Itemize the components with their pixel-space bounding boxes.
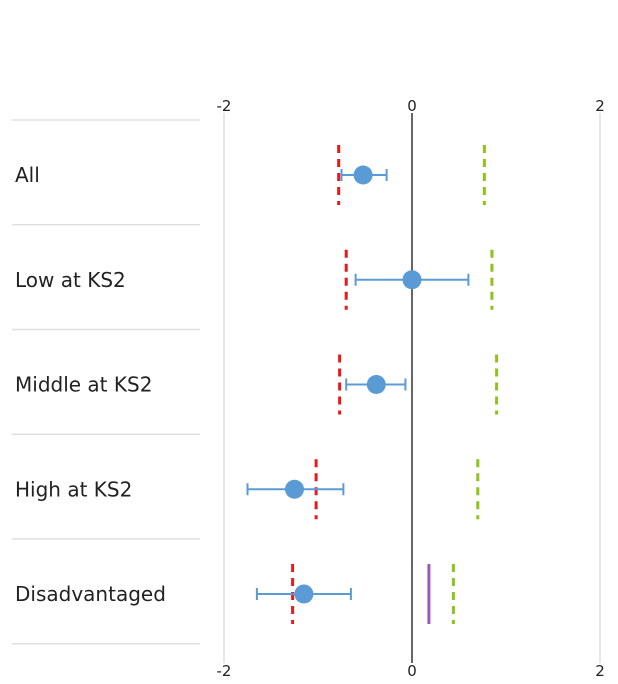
row-label: Disadvantaged xyxy=(15,582,166,606)
point-estimate xyxy=(366,375,386,394)
x-tick-label-bottom: 2 xyxy=(595,662,605,680)
x-tick-label-bottom: -2 xyxy=(217,662,232,680)
x-tick-label-top: 0 xyxy=(407,97,417,115)
x-tick-label-top: -2 xyxy=(217,97,232,115)
error-bars xyxy=(246,169,470,600)
point-estimate xyxy=(294,584,314,604)
row-label: High at KS2 xyxy=(15,477,132,501)
point-estimates xyxy=(285,165,422,604)
row-labels: All Low at KS2 Middle at KS2 High at KS2 Dis… xyxy=(15,163,166,606)
row-label: All xyxy=(15,163,40,187)
grid-lines xyxy=(223,113,601,663)
point-estimate xyxy=(285,479,304,499)
row-label: Low at KS2 xyxy=(15,268,126,292)
point-estimate xyxy=(402,270,422,290)
x-tick-label-bottom: 0 xyxy=(407,662,417,680)
row-label: Middle at KS2 xyxy=(15,373,152,397)
x-tick-label-top: 2 xyxy=(595,97,605,115)
point-estimate xyxy=(353,165,373,185)
row-separators xyxy=(12,119,200,645)
bottom-axis: -2 0 2 xyxy=(217,662,605,680)
top-axis: -2 0 2 xyxy=(217,97,605,115)
